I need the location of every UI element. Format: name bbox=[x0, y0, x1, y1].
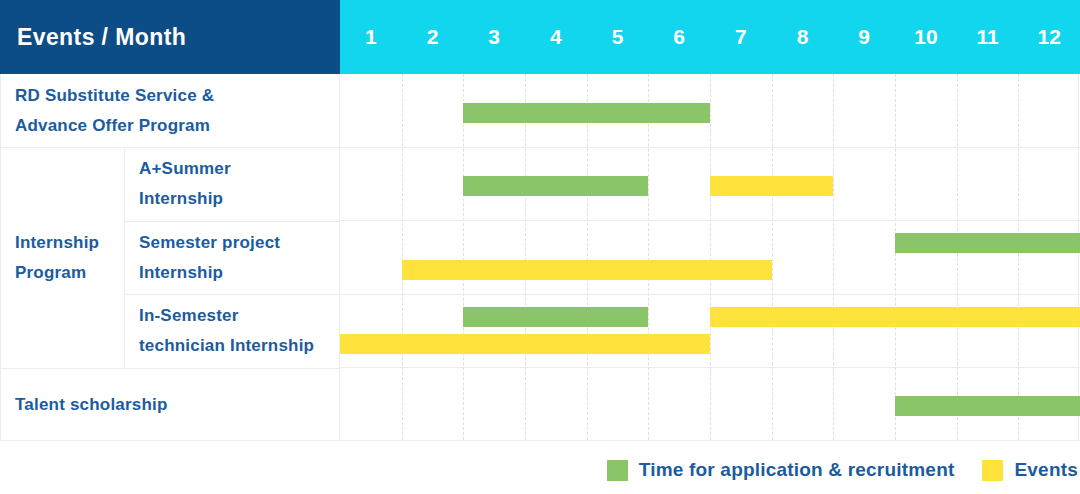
month-label: 4 bbox=[525, 0, 587, 74]
group-column-divider bbox=[124, 147, 125, 368]
month-label: 6 bbox=[648, 0, 710, 74]
table-header-title: Events / Month bbox=[0, 0, 340, 74]
month-label: 7 bbox=[710, 0, 772, 74]
table-border-left bbox=[0, 74, 1, 441]
gantt-bar bbox=[710, 176, 833, 196]
month-label: 10 bbox=[895, 0, 957, 74]
gantt-schedule-table: Events / Month 123456789101112 RD Substi… bbox=[0, 0, 1080, 494]
legend-label-events: Events bbox=[1014, 459, 1078, 481]
row-divider bbox=[124, 294, 340, 295]
gantt-bar bbox=[463, 103, 710, 123]
row-label-semester-project: Semester project Internship bbox=[124, 221, 340, 294]
legend-swatch-yellow bbox=[982, 460, 1003, 481]
row-divider bbox=[124, 221, 340, 222]
legend-swatch-green bbox=[607, 460, 628, 481]
gantt-bar bbox=[710, 307, 1080, 327]
month-label: 8 bbox=[772, 0, 834, 74]
month-gridline bbox=[402, 74, 403, 440]
table-border-bottom bbox=[0, 440, 1080, 441]
month-label: 9 bbox=[833, 0, 895, 74]
month-label: 11 bbox=[957, 0, 1019, 74]
month-gridline bbox=[648, 74, 649, 440]
row-gridline bbox=[340, 220, 1080, 221]
month-header-row: 123456789101112 bbox=[340, 0, 1080, 74]
row-divider bbox=[0, 368, 340, 369]
group-label-internship-program: Internship Program bbox=[0, 147, 124, 368]
month-label: 1 bbox=[340, 0, 402, 74]
row-label-rd-substitute: RD Substitute Service & Advance Offer Pr… bbox=[0, 74, 340, 147]
month-label: 2 bbox=[402, 0, 464, 74]
row-label-talent-scholarship: Talent scholarship bbox=[0, 368, 340, 441]
legend-label-application: Time for application & recruitment bbox=[639, 459, 955, 481]
gantt-bar bbox=[463, 176, 648, 196]
legend: Time for application & recruitment Event… bbox=[607, 455, 1078, 485]
month-gridline bbox=[833, 74, 834, 440]
month-gridline bbox=[710, 74, 711, 440]
gantt-bar bbox=[895, 233, 1080, 253]
month-label: 3 bbox=[463, 0, 525, 74]
month-gridline bbox=[957, 74, 958, 440]
row-gridline bbox=[340, 294, 1080, 295]
gantt-bar bbox=[895, 396, 1080, 416]
row-divider bbox=[0, 147, 340, 148]
row-gridline bbox=[340, 367, 1080, 368]
legend-item-events: Events bbox=[982, 459, 1078, 481]
gantt-bar bbox=[463, 307, 648, 327]
row-label-a-plus-summer: A+Summer Internship bbox=[124, 147, 340, 221]
month-gridline bbox=[772, 74, 773, 440]
row-label-in-semester-tech: In-Semester technician Internship bbox=[124, 294, 340, 368]
month-gridline bbox=[463, 74, 464, 440]
month-label: 12 bbox=[1018, 0, 1080, 74]
month-gridline bbox=[587, 74, 588, 440]
chart-area bbox=[340, 74, 1080, 440]
month-gridline bbox=[525, 74, 526, 440]
month-label: 5 bbox=[587, 0, 649, 74]
month-gridline bbox=[895, 74, 896, 440]
gantt-bar bbox=[340, 334, 710, 354]
row-gridline bbox=[340, 147, 1080, 148]
month-gridline bbox=[1018, 74, 1019, 440]
gantt-bar bbox=[402, 260, 772, 280]
legend-item-application: Time for application & recruitment bbox=[607, 459, 955, 481]
